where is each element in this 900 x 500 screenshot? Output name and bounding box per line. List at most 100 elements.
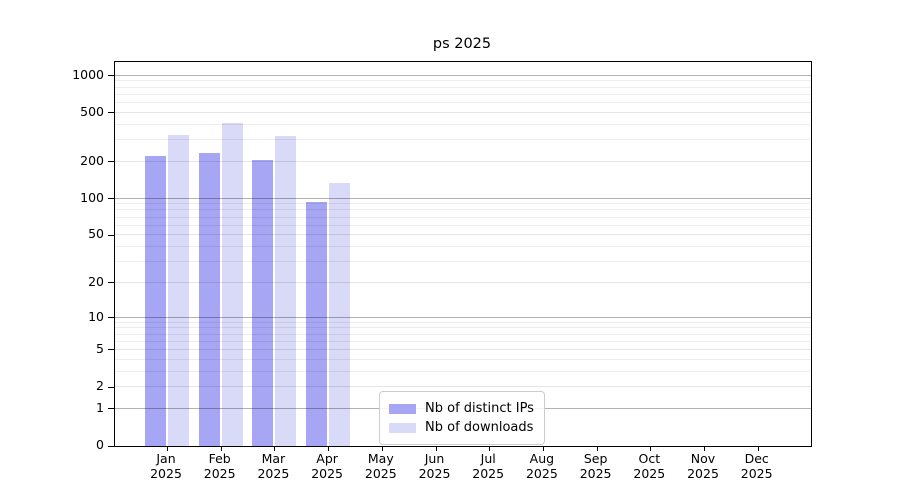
x-tick-label-year: 2025 [633, 465, 666, 481]
y-tick-20 [108, 282, 114, 284]
x-tick-apr [328, 446, 330, 451]
gridline-minor-y-60 [115, 224, 811, 226]
bar-nb-of-downloads-apr [329, 182, 351, 446]
x-tick-oct [650, 446, 652, 451]
gridline-y-500 [115, 111, 811, 113]
y-tick-2 [108, 386, 114, 388]
y-tick-label-0: 0 [96, 437, 104, 452]
gridline-y-2 [115, 386, 811, 388]
gridline-minor-y-9 [115, 321, 811, 323]
y-tick-500 [108, 112, 114, 114]
y-tick-label-1: 1 [96, 399, 104, 415]
legend-swatch-downloads [389, 422, 416, 433]
gridline-y-1000 [115, 74, 811, 76]
y-tick-5 [108, 349, 114, 351]
gridline-minor-y-900 [115, 80, 811, 82]
x-tick-jul [489, 446, 491, 451]
x-tick-label-year: 2025 [579, 465, 612, 481]
gridline-y-10 [115, 316, 811, 318]
legend-swatch-distinct-ips [389, 403, 416, 414]
plot-area: Nb of distinct IPs Nb of downloads [108, 61, 812, 451]
x-tick-sep [596, 446, 598, 451]
x-tick-label-year: 2025 [311, 465, 343, 481]
bar-nb-of-distinct-ips-mar [252, 159, 274, 446]
x-tick-jun [435, 446, 437, 451]
gridline-y-50 [115, 234, 811, 236]
x-tick-label-year: 2025 [364, 465, 397, 481]
gridline-minor-y-40 [115, 245, 811, 247]
legend-label-distinct-ips: Nb of distinct IPs [425, 401, 534, 416]
bar-nb-of-downloads-mar [275, 135, 297, 446]
x-tick-nov [704, 446, 705, 451]
x-tick-label-month: Jun [424, 451, 445, 466]
gridline-y-20 [115, 281, 811, 283]
x-tick-dec [757, 446, 759, 451]
y-tick-50 [108, 234, 114, 236]
x-tick-label-month: Nov [690, 451, 716, 466]
x-tick-label-oct: Oct 2025 [617, 451, 681, 481]
bar-nb-of-downloads-feb [221, 123, 243, 446]
chart-title: ps 2025 [432, 36, 492, 52]
x-tick-label-month: Jul [480, 451, 496, 466]
x-tick-label-aug: Aug 2025 [510, 451, 574, 481]
gridline-minor-y-6 [115, 340, 811, 342]
gridline-minor-y-90 [115, 203, 811, 205]
x-tick-label-year: 2025 [472, 465, 505, 481]
x-tick-label-year: 2025 [418, 465, 451, 481]
x-tick-may [381, 446, 383, 451]
gridline-y-100 [115, 197, 811, 199]
y-tick-label-20: 20 [88, 273, 104, 289]
x-tick-label-year: 2025 [740, 465, 773, 481]
bar-nb-of-distinct-ips-jan [145, 156, 166, 446]
x-tick-label-jul: Jul 2025 [456, 451, 520, 481]
y-tick-100 [108, 198, 114, 200]
y-tick-label-1000: 1000 [72, 66, 104, 82]
x-tick-feb [220, 446, 222, 451]
y-tick-label-2: 2 [96, 378, 104, 394]
x-tick-label-month: Dec [744, 451, 769, 466]
legend: Nb of distinct IPs Nb of downloads [379, 391, 545, 445]
x-tick-label-month: May [367, 451, 394, 466]
x-tick-label-jun: Jun 2025 [403, 451, 467, 481]
x-tick-label-year: 2025 [257, 465, 290, 481]
x-tick-label-month: Apr [316, 451, 338, 466]
gridline-minor-y-800 [115, 86, 811, 88]
x-tick-label-year: 2025 [150, 465, 182, 481]
y-tick-0 [108, 445, 114, 447]
x-tick-label-mar: Mar 2025 [241, 451, 305, 481]
gridline-minor-y-4 [115, 358, 811, 360]
gridline-minor-y-400 [115, 123, 811, 125]
x-tick-label-apr: Apr 2025 [295, 451, 359, 481]
y-tick-10 [108, 317, 114, 318]
bar-nb-of-distinct-ips-feb [198, 153, 220, 446]
gridline-minor-y-80 [115, 209, 811, 211]
legend-label-downloads: Nb of downloads [425, 420, 534, 435]
x-tick-label-month: Jan [156, 451, 176, 466]
y-tick-label-100: 100 [80, 189, 104, 205]
y-tick-label-5: 5 [96, 340, 104, 356]
legend-item-downloads: Nb of downloads [389, 418, 534, 437]
x-tick-label-jan: Jan 2025 [134, 451, 198, 481]
bar-nb-of-downloads-jan [168, 135, 189, 446]
x-tick-label-year: 2025 [203, 465, 236, 481]
x-tick-aug [542, 446, 544, 451]
x-tick-label-may: May 2025 [349, 451, 413, 481]
gridline-minor-y-8 [115, 327, 811, 329]
x-tick-label-year: 2025 [687, 465, 719, 481]
y-tick-1000 [108, 75, 114, 77]
gridline-minor-y-300 [115, 139, 811, 141]
gridline-y-200 [115, 160, 811, 162]
gridline-minor-y-7 [115, 333, 811, 335]
x-tick-mar [274, 446, 276, 451]
gridline-y-5 [115, 348, 811, 350]
legend-item-distinct-ips: Nb of distinct IPs [389, 399, 534, 418]
gridline-minor-y-700 [115, 93, 811, 95]
y-tick-label-500: 500 [80, 103, 104, 119]
y-tick-label-200: 200 [80, 152, 104, 168]
y-tick-200 [108, 161, 114, 163]
x-tick-label-feb: Feb 2025 [188, 451, 252, 481]
x-tick-label-month: Mar [261, 451, 286, 466]
gridline-minor-y-3 [115, 370, 811, 372]
x-tick-label-year: 2025 [525, 465, 558, 481]
x-tick-label-nov: Nov 2025 [671, 451, 735, 481]
